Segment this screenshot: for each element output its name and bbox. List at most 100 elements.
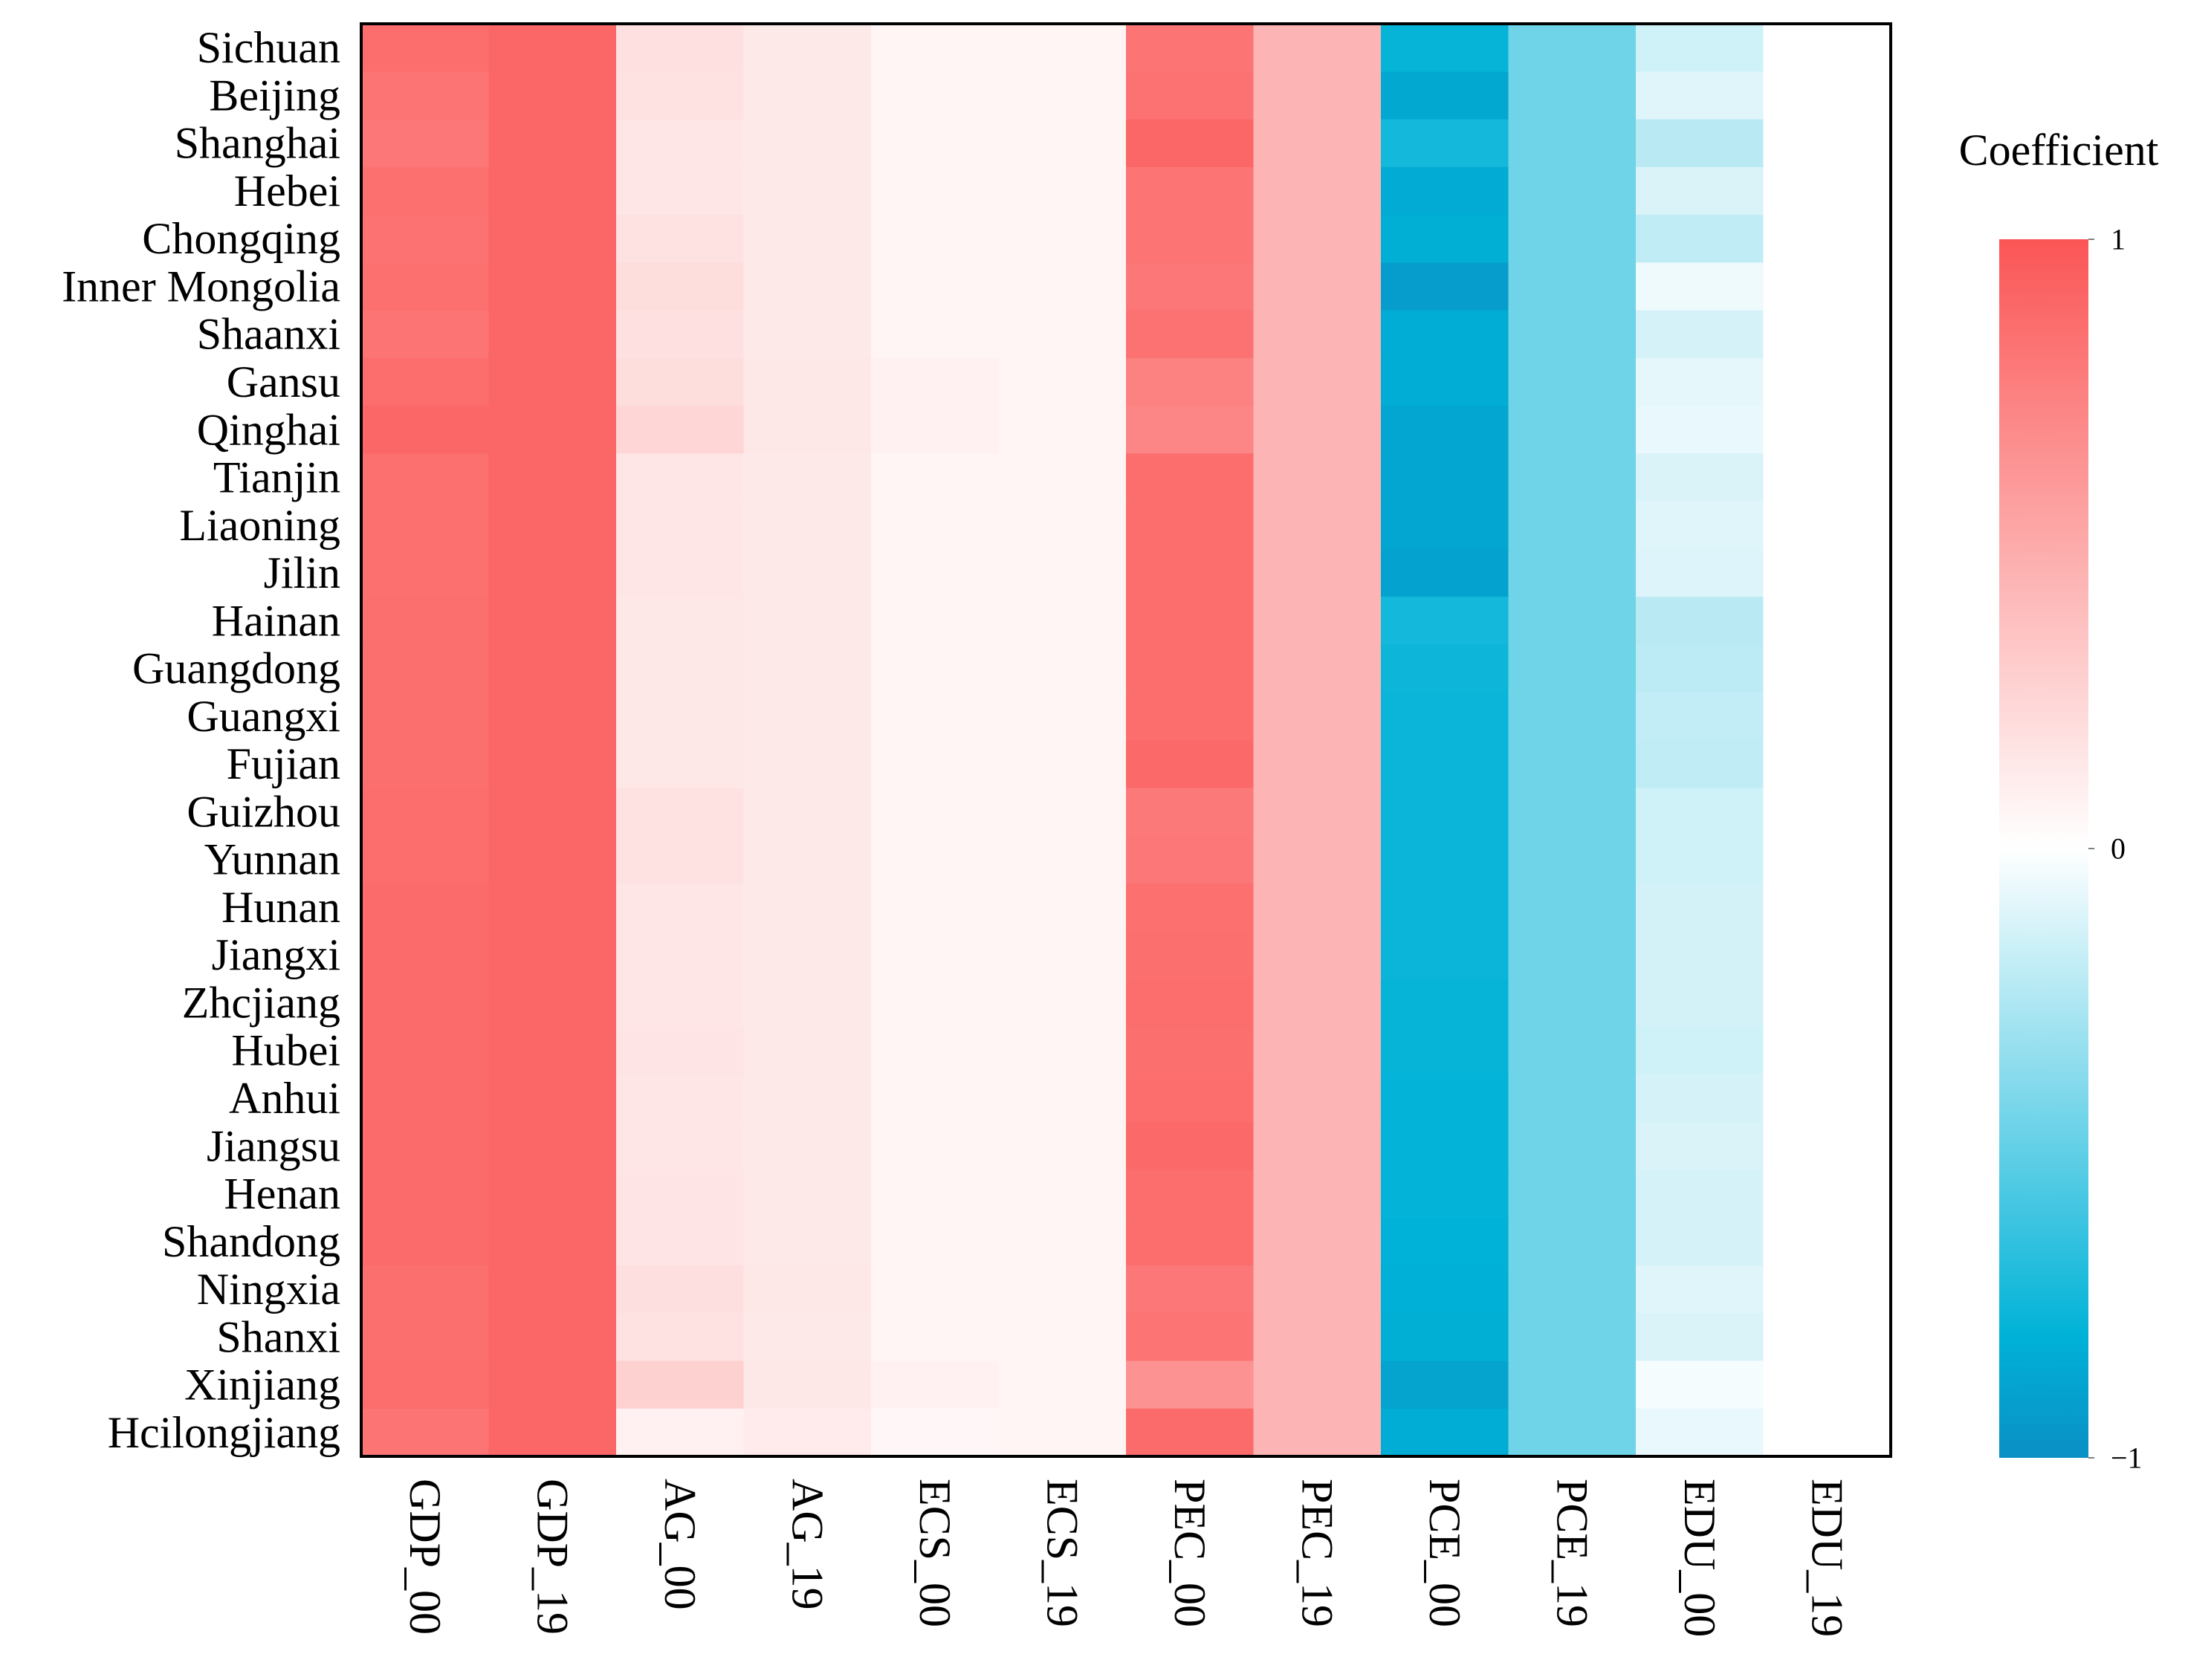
heatmap-cell [871, 357, 1000, 406]
row-label: Shaanxi [197, 310, 340, 359]
heatmap-cell [1381, 1408, 1509, 1457]
heatmap-cell [1508, 644, 1637, 693]
heatmap-cell [998, 597, 1127, 646]
heatmap-cell [361, 548, 490, 597]
heatmap-cell [998, 310, 1127, 359]
heatmap-cell [1636, 406, 1764, 454]
heatmap-cell [1636, 1170, 1764, 1219]
heatmap-cell [743, 357, 872, 406]
heatmap-cell [1381, 71, 1509, 120]
heatmap-cell [743, 262, 872, 311]
heatmap-cell [871, 1217, 1000, 1266]
heatmap-cell [1126, 979, 1255, 1028]
heatmap-cell [361, 597, 490, 646]
heatmap-cell [1508, 1360, 1637, 1410]
heatmap-cell [1508, 1170, 1637, 1219]
heatmap-cell [1763, 1026, 1891, 1075]
heatmap-cell [1381, 597, 1509, 646]
heatmap-cell [1381, 1122, 1509, 1170]
heatmap-cell [871, 166, 1000, 215]
heatmap-cell [1381, 1074, 1509, 1123]
heatmap-cell [1508, 1408, 1637, 1457]
heatmap-cell [743, 1313, 872, 1362]
heatmap-cell [1253, 835, 1382, 884]
heatmap-cell [1508, 406, 1637, 454]
heatmap-cell [1253, 1170, 1382, 1219]
heatmap-cell [1508, 692, 1637, 741]
row-label: Guangxi [187, 692, 340, 741]
row-label: Gansu [227, 357, 340, 406]
row-labels: SichuanBeijingShanghaiHebeiChongqingInne… [62, 23, 340, 1457]
heatmap-cell [743, 931, 872, 979]
heatmap-cell [1381, 1217, 1509, 1266]
heatmap-cell [1381, 740, 1509, 788]
heatmap-cell [1508, 597, 1637, 646]
heatmap-cell [1381, 166, 1509, 215]
heatmap-cell [1636, 931, 1764, 979]
column-label: ECS_00 [910, 1479, 959, 1627]
legend-title: Coefficient [1959, 126, 2159, 175]
heatmap-cell [1508, 1026, 1637, 1075]
heatmap-cell [616, 1313, 745, 1362]
heatmap-cell [871, 1026, 1000, 1075]
heatmap-cell [1253, 883, 1382, 932]
heatmap-cell [1508, 262, 1637, 311]
heatmap-cell [361, 644, 490, 693]
heatmap-cell [361, 1313, 490, 1362]
heatmap-cell [1763, 406, 1891, 454]
heatmap-cell [1126, 310, 1255, 359]
heatmap-cell [1763, 1360, 1891, 1410]
heatmap-cell [488, 166, 617, 215]
row-label: Jilin [264, 548, 340, 597]
heatmap-cell [1253, 453, 1382, 502]
heatmap-cell [1763, 119, 1891, 168]
heatmap-cell [871, 883, 1000, 932]
heatmap-cell [871, 835, 1000, 884]
heatmap-cell [1763, 788, 1891, 837]
heatmap-cell [1763, 931, 1891, 979]
row-label: Shanxi [216, 1312, 340, 1361]
column-labels: GDP_00 GDP_19 AG_00 AG_19 ECS_00 ECS_19 PEC_00… [401, 1479, 1852, 1637]
legend-colorbar [1999, 239, 2088, 1458]
heatmap-cell [1508, 1217, 1637, 1266]
row-label: Henan [224, 1170, 340, 1219]
heatmap-cell [1381, 215, 1509, 263]
row-label: Xinjiang [184, 1360, 340, 1410]
heatmap-cell [1126, 24, 1255, 72]
heatmap-cell [616, 788, 745, 837]
row-label: Hainan [212, 596, 340, 645]
column-label: PCE_00 [1420, 1479, 1469, 1627]
heatmap-cell [871, 24, 1000, 72]
heatmap-cell [871, 548, 1000, 597]
heatmap-cell [998, 262, 1127, 311]
heatmap-cell [743, 835, 872, 884]
column-label: GDP_19 [528, 1479, 577, 1635]
heatmap-cell [1508, 1265, 1637, 1314]
heatmap-cell [1253, 262, 1382, 311]
legend-tick-label: 1 [2111, 223, 2126, 256]
heatmap-cell [361, 166, 490, 215]
heatmap-cell [1381, 501, 1509, 550]
heatmap-cell [361, 979, 490, 1028]
heatmap-cell [1508, 166, 1637, 215]
heatmap-cell [871, 1122, 1000, 1170]
heatmap-cell [361, 788, 490, 837]
heatmap-cell [361, 883, 490, 932]
column-label: PEC_19 [1292, 1479, 1341, 1627]
heatmap-cell [1126, 835, 1255, 884]
heatmap-cell [488, 1074, 617, 1123]
heatmap-cell [743, 692, 872, 741]
legend-tick-label: 0 [2111, 832, 2126, 866]
heatmap-cell [361, 835, 490, 884]
heatmap-cell [1508, 931, 1637, 979]
heatmap-cell [743, 883, 872, 932]
legend-tick-label: −1 [2111, 1441, 2143, 1475]
heatmap-cell [1381, 1313, 1509, 1362]
heatmap-cell [1636, 692, 1764, 741]
row-label: Hebei [234, 166, 340, 215]
heatmap-cell [743, 1170, 872, 1219]
row-label: Shandong [162, 1217, 340, 1266]
heatmap-cell [1763, 644, 1891, 693]
heatmap-cell [616, 1170, 745, 1219]
heatmap-cell [361, 357, 490, 406]
